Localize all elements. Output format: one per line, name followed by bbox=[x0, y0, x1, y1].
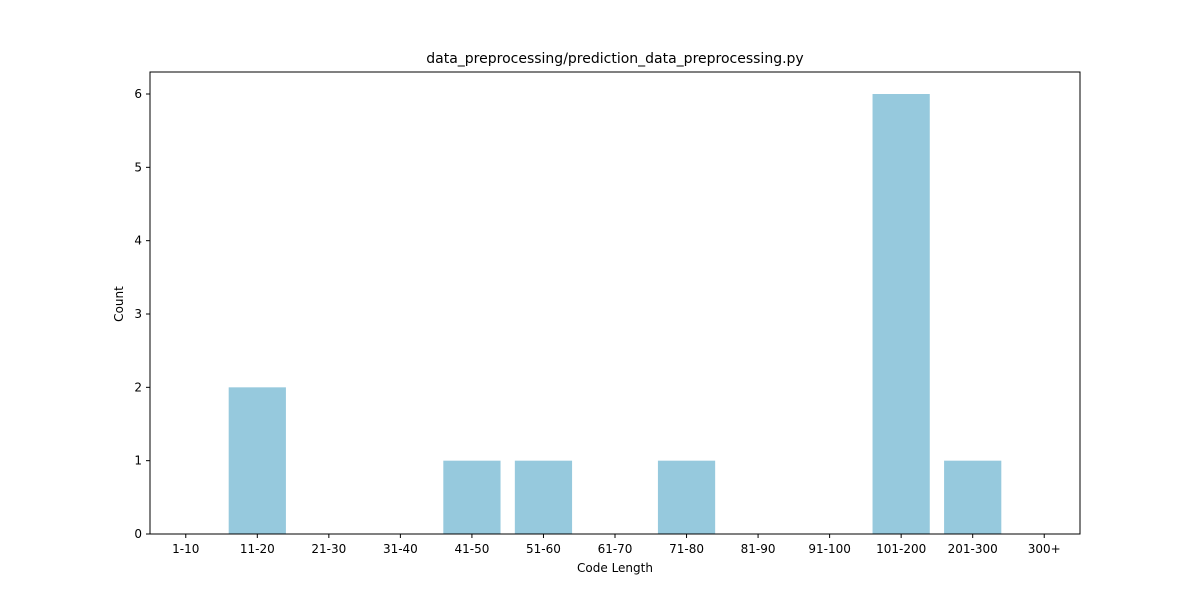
x-tick-label: 1-10 bbox=[172, 542, 199, 556]
x-tick-label: 51-60 bbox=[526, 542, 561, 556]
x-tick-label: 61-70 bbox=[598, 542, 633, 556]
x-tick-label: 71-80 bbox=[669, 542, 704, 556]
x-tick-label: 41-50 bbox=[454, 542, 489, 556]
y-tick-label: 6 bbox=[134, 87, 142, 101]
x-tick-label: 201-300 bbox=[948, 542, 998, 556]
bar-201-300 bbox=[944, 460, 1002, 534]
axes-frame bbox=[149, 71, 1081, 535]
y-axis-ticks: 0 1 2 3 4 5 6 bbox=[134, 87, 150, 541]
y-tick-label: 3 bbox=[134, 307, 142, 321]
y-tick-label: 2 bbox=[134, 380, 142, 394]
bar-51-60 bbox=[514, 460, 573, 534]
y-tick-label: 5 bbox=[134, 160, 142, 174]
y-axis-label: Count bbox=[112, 286, 126, 322]
x-tick-label: 21-30 bbox=[311, 542, 346, 556]
x-tick-label: 11-20 bbox=[240, 542, 275, 556]
y-tick-label: 1 bbox=[134, 454, 142, 468]
bar-71-80 bbox=[657, 460, 716, 534]
y-tick-label: 4 bbox=[134, 234, 142, 248]
bar-11-20 bbox=[228, 387, 286, 534]
bars-group bbox=[228, 94, 1002, 534]
chart-title: data_preprocessing/prediction_data_prepr… bbox=[426, 51, 803, 67]
x-tick-label: 300+ bbox=[1028, 542, 1061, 556]
x-axis-label: Code Length bbox=[577, 561, 653, 575]
x-axis-ticks: 1-10 11-20 21-30 31-40 41-50 51-60 61-70 71-80 8… bbox=[172, 534, 1061, 556]
bar-41-50 bbox=[443, 460, 501, 534]
x-tick-label: 101-200 bbox=[876, 542, 926, 556]
bar-101-200 bbox=[872, 94, 930, 534]
x-tick-label: 91-100 bbox=[808, 542, 851, 556]
x-tick-label: 31-40 bbox=[383, 542, 418, 556]
x-tick-label: 81-90 bbox=[741, 542, 776, 556]
y-tick-label: 0 bbox=[134, 527, 142, 541]
